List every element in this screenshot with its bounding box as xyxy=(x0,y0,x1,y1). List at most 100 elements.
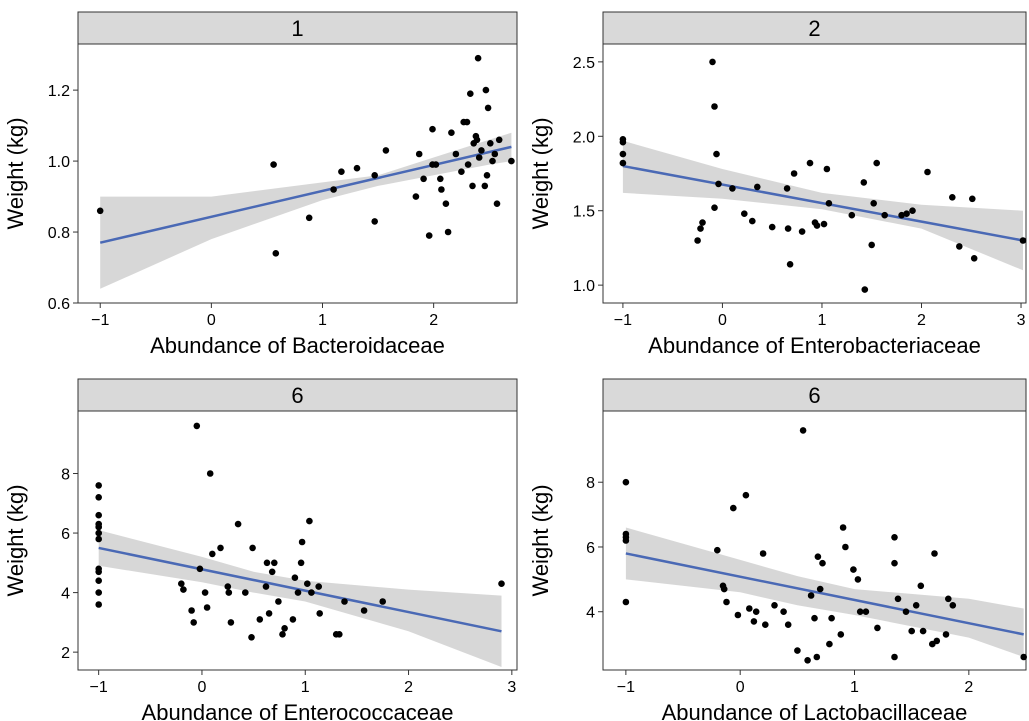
data-point xyxy=(95,535,102,543)
data-point xyxy=(95,577,102,584)
x-tick-label: 3 xyxy=(1017,312,1026,329)
data-point xyxy=(694,237,701,244)
y-tick-label: 2.5 xyxy=(573,55,595,72)
x-tick-label: 0 xyxy=(207,312,216,329)
y-axis-title: Weight (kg) xyxy=(528,117,553,229)
data-point xyxy=(484,104,492,112)
y-tick-label: 2.0 xyxy=(573,129,595,146)
x-tick-label: 2 xyxy=(964,679,973,696)
y-tick-label: 4 xyxy=(61,586,70,603)
data-point xyxy=(438,186,445,193)
data-point xyxy=(437,175,444,183)
data-point xyxy=(188,607,195,614)
y-tick-label: 8 xyxy=(586,475,595,492)
data-point xyxy=(308,589,315,596)
y-tick-label: 0.8 xyxy=(48,225,70,242)
x-tick-label: 1 xyxy=(301,679,310,696)
data-point xyxy=(762,621,769,628)
data-point xyxy=(256,616,264,623)
data-point xyxy=(420,175,427,183)
x-axis-title: Abundance of Lactobacillaceae xyxy=(662,700,968,721)
data-point xyxy=(95,494,102,501)
data-point xyxy=(850,566,857,573)
data-point xyxy=(95,568,102,576)
data-point xyxy=(759,550,767,557)
data-point xyxy=(709,58,716,66)
y-tick-label: 0.6 xyxy=(48,296,70,313)
data-point xyxy=(473,136,481,144)
data-point xyxy=(475,154,483,161)
data-point xyxy=(837,631,845,638)
data-point xyxy=(289,616,297,623)
data-point xyxy=(752,608,760,615)
y-tick-label: 1.2 xyxy=(48,83,70,100)
data-point xyxy=(823,165,831,173)
facet-strip-label: 1 xyxy=(291,16,303,41)
data-point xyxy=(498,580,505,587)
data-point xyxy=(754,183,761,191)
data-point xyxy=(697,225,704,232)
data-point xyxy=(1019,237,1027,244)
data-point xyxy=(268,568,276,576)
data-point xyxy=(790,170,798,177)
data-point xyxy=(338,168,345,175)
data-point xyxy=(807,592,815,599)
data-point xyxy=(622,598,630,606)
data-point xyxy=(483,172,491,179)
data-point xyxy=(891,653,898,661)
data-point xyxy=(619,138,627,146)
data-point xyxy=(819,559,826,567)
data-point xyxy=(784,621,792,628)
data-point xyxy=(217,544,224,552)
data-point xyxy=(279,631,286,638)
data-point xyxy=(291,574,299,581)
data-point xyxy=(95,529,102,537)
x-tick-label: −1 xyxy=(617,679,635,696)
data-point xyxy=(715,180,722,188)
data-point xyxy=(95,482,102,489)
data-point xyxy=(619,150,627,158)
data-point xyxy=(912,602,920,609)
data-point xyxy=(826,640,833,648)
data-point xyxy=(196,565,204,573)
facet-strip-label: 6 xyxy=(291,383,303,408)
data-point xyxy=(487,140,494,147)
data-point xyxy=(917,582,925,590)
data-point xyxy=(360,607,368,614)
data-point xyxy=(919,627,927,635)
data-point xyxy=(799,427,807,434)
confidence-band xyxy=(622,140,1023,271)
x-tick-label: 3 xyxy=(507,679,516,696)
data-point xyxy=(444,228,452,236)
data-point xyxy=(1020,653,1027,661)
data-point xyxy=(942,631,950,638)
data-point xyxy=(856,608,864,615)
data-point xyxy=(746,605,753,612)
data-point xyxy=(294,589,302,596)
y-tick-label: 1.0 xyxy=(573,278,595,295)
data-point xyxy=(874,624,881,632)
data-point xyxy=(814,553,822,560)
regression-line xyxy=(99,145,512,244)
data-point xyxy=(749,217,756,225)
data-point xyxy=(95,523,102,531)
data-point xyxy=(842,543,849,551)
data-point xyxy=(825,200,833,207)
y-tick-label: 1.5 xyxy=(573,204,595,221)
data-point xyxy=(622,478,630,486)
data-point xyxy=(806,159,814,167)
data-point xyxy=(306,517,313,525)
data-point xyxy=(854,576,862,583)
data-point xyxy=(750,618,758,625)
y-axis-title: Weight (kg) xyxy=(3,484,28,596)
data-point xyxy=(713,150,720,158)
data-point xyxy=(474,54,482,62)
data-point xyxy=(379,598,387,605)
x-tick-label: 0 xyxy=(736,679,745,696)
y-axis-title: Weight (kg) xyxy=(3,117,28,229)
data-point xyxy=(463,118,471,126)
data-point xyxy=(699,219,706,226)
data-point xyxy=(203,604,211,611)
data-point xyxy=(297,559,305,567)
data-point xyxy=(425,232,433,239)
